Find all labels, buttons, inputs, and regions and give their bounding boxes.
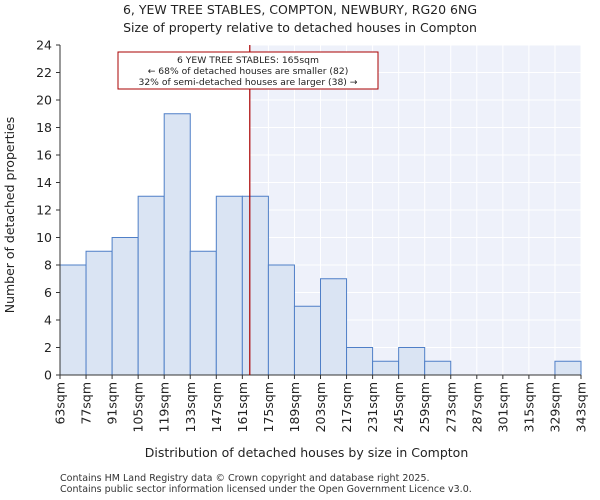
x-tick-label: 133sqm: [183, 382, 198, 432]
x-tick-label: 301sqm: [495, 382, 510, 432]
annotation-line-1: 6 YEW TREE STABLES: 165sqm: [177, 55, 319, 66]
annotation-box: [117, 51, 379, 90]
bar-189sqm: [293, 305, 322, 376]
x-tick-label: 175sqm: [261, 382, 276, 432]
x-tick-label: 343sqm: [574, 382, 589, 432]
y-tick-label: 12: [36, 203, 52, 218]
y-tick-label: 14: [36, 175, 52, 190]
bar-147sqm: [215, 195, 243, 376]
x-tick-label: 315sqm: [521, 382, 536, 432]
y-tick-label: 18: [36, 120, 52, 135]
y-tick-label: 16: [36, 148, 52, 163]
y-tick-label: 6: [44, 285, 52, 300]
x-tick-label: 287sqm: [469, 382, 484, 432]
x-tick-label: 273sqm: [443, 382, 458, 432]
x-tick-label: 245sqm: [391, 382, 406, 432]
bar-231sqm: [372, 360, 400, 376]
y-tick-label: 0: [44, 368, 52, 383]
x-tick-label: 77sqm: [79, 382, 94, 425]
x-tick-label: 147sqm: [209, 382, 224, 432]
bar-133sqm: [189, 250, 217, 376]
y-tick-label: 24: [36, 38, 52, 53]
y-tick-label: 10: [36, 230, 52, 245]
y-axis-label: Number of detached properties: [2, 117, 17, 314]
x-tick-label: 63sqm: [53, 382, 68, 425]
y-tick-label: 8: [44, 258, 52, 273]
x-tick-label: 105sqm: [131, 382, 146, 432]
y-tick-label: 20: [36, 93, 52, 108]
x-tick-label: 329sqm: [547, 382, 562, 432]
footer: Contains HM Land Registry data © Crown c…: [60, 473, 472, 495]
annotation-line-3: 32% of semi-detached houses are larger (…: [138, 77, 357, 88]
bar-245sqm: [398, 347, 426, 376]
x-tick-label: 231sqm: [365, 382, 380, 432]
x-tick-label: 189sqm: [287, 382, 302, 432]
footer-line-2: Contains public sector information licen…: [60, 484, 472, 495]
bar-63sqm: [59, 264, 87, 376]
footer-line-1: Contains HM Land Registry data © Crown c…: [60, 473, 430, 484]
x-axis-label: Distribution of detached houses by size …: [145, 445, 469, 460]
bar-203sqm: [320, 278, 348, 376]
bar-259sqm: [424, 360, 452, 376]
annotation-line-2: ← 68% of detached houses are smaller (82…: [148, 66, 349, 77]
bar-77sqm: [85, 250, 113, 376]
bar-91sqm: [111, 237, 139, 376]
x-tick-label: 119sqm: [157, 382, 172, 432]
bar-329sqm: [554, 360, 582, 376]
bar-119sqm: [163, 113, 191, 376]
x-tick-label: 217sqm: [339, 382, 354, 432]
bar-217sqm: [346, 347, 374, 376]
y-tick-label: 22: [36, 65, 52, 80]
chart-title: 6, YEW TREE STABLES, COMPTON, NEWBURY, R…: [122, 2, 478, 17]
y-tick-label: 2: [44, 340, 52, 355]
y-tick-label: 4: [44, 313, 52, 328]
x-tick-label: 161sqm: [235, 382, 250, 432]
x-tick-label: 259sqm: [417, 382, 432, 432]
bar-105sqm: [137, 195, 165, 376]
chart-subtitle: Size of property relative to detached ho…: [123, 20, 477, 35]
bar-175sqm: [267, 264, 295, 376]
bar-161sqm: [241, 195, 269, 376]
x-tick-label: 203sqm: [313, 382, 328, 432]
x-tick-label: 91sqm: [105, 382, 120, 425]
chart-title-block: 6, YEW TREE STABLES, COMPTON, NEWBURY, R…: [0, 1, 600, 37]
